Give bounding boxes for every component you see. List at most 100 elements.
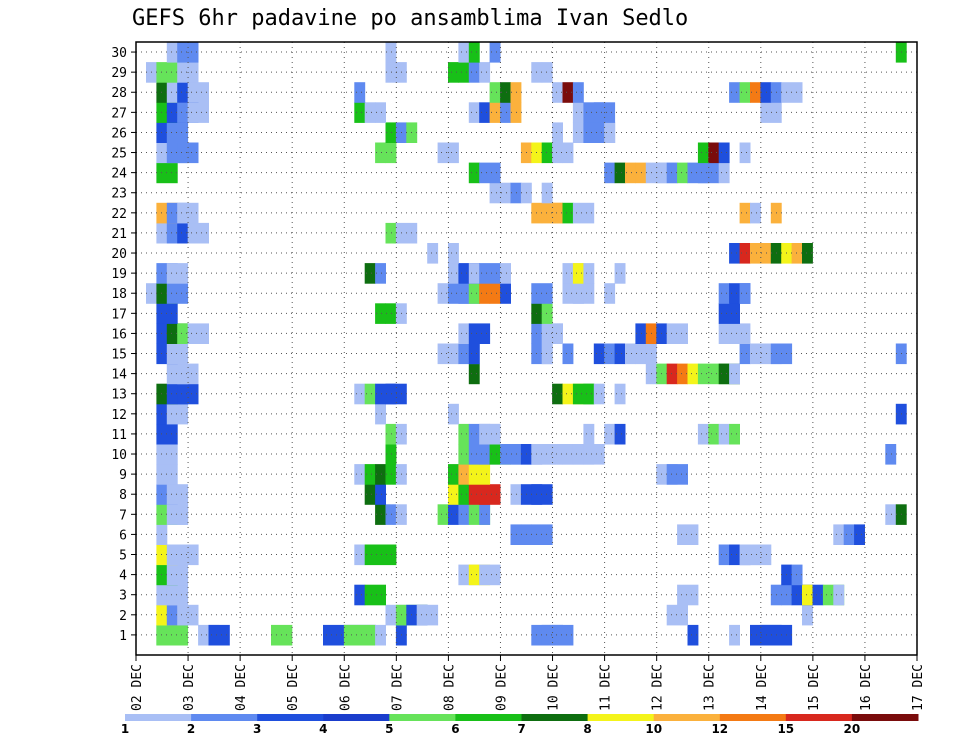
heatmap-cell	[479, 162, 501, 184]
legend-label: 12	[711, 722, 728, 736]
heatmap-cell	[708, 142, 720, 164]
y-tick-label: 23	[111, 187, 127, 202]
heatmap-cell	[718, 162, 730, 184]
legend-label: 8	[583, 722, 591, 736]
heatmap-cell	[385, 62, 397, 83]
heatmap-cell	[166, 403, 189, 425]
heatmap-cell	[437, 283, 449, 304]
x-tick-label: 11 DEC	[599, 664, 614, 711]
heatmap-cell	[156, 62, 178, 83]
y-tick-label: 20	[111, 247, 127, 262]
heatmap-cell	[541, 182, 553, 204]
legend-swatch	[521, 714, 589, 721]
heatmap-cell	[364, 102, 376, 123]
x-tick-label: 16 DEC	[859, 664, 874, 711]
heatmap-cell	[750, 544, 772, 566]
x-tick-label: 10 DEC	[547, 664, 562, 711]
y-tick-label: 6	[119, 528, 127, 543]
heatmap-cell	[448, 343, 459, 365]
heatmap-cell	[510, 524, 522, 545]
heatmap-cell	[385, 142, 397, 164]
heatmap-cell	[177, 202, 199, 224]
heatmap-cell	[677, 584, 699, 606]
heatmap-cell	[729, 624, 740, 646]
heatmap-cell	[385, 222, 397, 244]
legend-swatch	[587, 714, 655, 721]
x-tick-label: 17 DEC	[911, 664, 926, 711]
heatmap-cell	[166, 584, 189, 606]
heatmap-cell	[552, 202, 563, 224]
y-tick-label: 17	[111, 307, 127, 322]
y-tick-label: 10	[111, 448, 127, 463]
heatmap-cell	[802, 584, 813, 606]
y-tick-label: 14	[111, 368, 127, 383]
heatmap-cell	[177, 323, 189, 344]
heatmap-cell	[541, 303, 553, 324]
heatmap-cell	[739, 202, 751, 224]
heatmap-cell	[750, 343, 761, 365]
heatmap-cell	[385, 444, 397, 465]
y-tick-label: 28	[111, 86, 127, 101]
heatmap-cell	[187, 82, 209, 103]
heatmap-cell	[489, 42, 501, 63]
legend-label: 1	[121, 722, 129, 736]
y-tick-label: 19	[111, 267, 127, 282]
legend-swatch	[323, 714, 390, 721]
legend-swatch	[191, 714, 258, 721]
heatmap-cell	[385, 303, 397, 324]
heatmap-cell	[562, 343, 574, 365]
legend-label: 15	[777, 722, 794, 736]
heatmap-cell	[354, 102, 366, 123]
heatmap-cell	[468, 162, 480, 184]
heatmap-cell	[448, 403, 459, 425]
heatmap-cell	[448, 263, 459, 284]
legend-label: 6	[451, 722, 459, 736]
heatmap-cell	[427, 243, 439, 264]
heatmap-cell	[385, 42, 397, 63]
heatmap-cell	[500, 182, 511, 204]
heatmap-cell	[479, 263, 501, 284]
heatmap-cell	[448, 243, 459, 264]
heatmap-cell	[802, 243, 813, 264]
x-tick-label: 05 DEC	[286, 664, 301, 711]
y-tick-label: 24	[111, 167, 127, 182]
heatmap-cell	[354, 464, 366, 485]
heatmap-cell	[208, 624, 230, 646]
heatmap-cell	[604, 122, 616, 143]
y-tick-label: 25	[111, 147, 127, 162]
x-tick-label: 07 DEC	[390, 664, 405, 711]
heatmap-cell	[729, 323, 751, 344]
legend-swatch	[389, 714, 456, 721]
heatmap-cell	[510, 182, 522, 204]
heatmap-cell	[156, 444, 178, 465]
heatmap-cell	[166, 564, 189, 586]
heatmap-cell	[166, 122, 189, 143]
heatmap-cell	[510, 82, 522, 103]
heatmap-cell	[187, 222, 209, 244]
heatmap-cell	[156, 162, 178, 184]
heatmap-cell	[677, 524, 699, 545]
chart-title: GEFS 6hr padavine po ansamblima Ivan Sed…	[132, 6, 689, 31]
heatmap-cell	[375, 624, 386, 646]
heatmap-cell	[500, 82, 511, 103]
y-tick-label: 2	[119, 609, 127, 624]
heatmap-cell	[177, 604, 199, 626]
heatmap-cell	[458, 42, 470, 63]
heatmap-cell	[750, 243, 761, 264]
heatmap-cell	[614, 263, 626, 284]
heatmap-cell	[750, 202, 761, 224]
heatmap-cell	[166, 263, 189, 284]
legend-swatch	[125, 714, 192, 721]
heatmap-cell	[604, 343, 616, 365]
heatmap-cell	[666, 162, 678, 184]
heatmap-cell	[375, 263, 386, 284]
heatmap-cell	[885, 504, 897, 525]
heatmap-cell	[156, 464, 178, 485]
heatmap-cell	[489, 182, 501, 204]
heatmap-cell	[187, 544, 199, 566]
heatmap-cell	[666, 363, 678, 385]
heatmap-cell	[364, 584, 386, 606]
heatmap-cell	[583, 283, 595, 304]
heatmap-cell	[458, 464, 470, 485]
heatmap-cell	[541, 343, 553, 365]
